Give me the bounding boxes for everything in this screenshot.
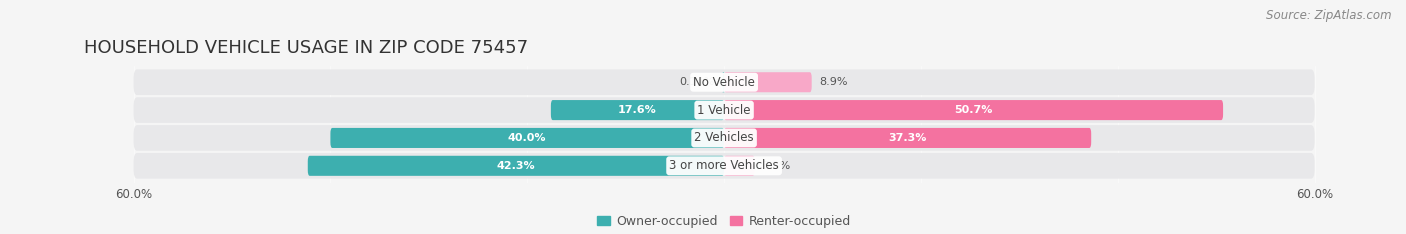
Text: 42.3%: 42.3% (496, 161, 536, 171)
Text: 3 or more Vehicles: 3 or more Vehicles (669, 159, 779, 172)
FancyBboxPatch shape (308, 156, 724, 176)
FancyBboxPatch shape (724, 128, 1091, 148)
Text: 37.3%: 37.3% (889, 133, 927, 143)
Text: 3.1%: 3.1% (762, 161, 790, 171)
Text: 0.14%: 0.14% (679, 77, 714, 87)
FancyBboxPatch shape (551, 100, 724, 120)
FancyBboxPatch shape (134, 125, 1315, 151)
Text: 17.6%: 17.6% (619, 105, 657, 115)
FancyBboxPatch shape (724, 100, 1223, 120)
FancyBboxPatch shape (330, 128, 724, 148)
Text: 2 Vehicles: 2 Vehicles (695, 132, 754, 144)
Text: 8.9%: 8.9% (820, 77, 848, 87)
FancyBboxPatch shape (724, 72, 811, 92)
Text: 50.7%: 50.7% (955, 105, 993, 115)
FancyBboxPatch shape (134, 97, 1315, 123)
Text: Source: ZipAtlas.com: Source: ZipAtlas.com (1267, 9, 1392, 22)
FancyBboxPatch shape (134, 69, 1315, 95)
Text: 40.0%: 40.0% (508, 133, 547, 143)
FancyBboxPatch shape (724, 156, 755, 176)
Text: No Vehicle: No Vehicle (693, 76, 755, 89)
Text: HOUSEHOLD VEHICLE USAGE IN ZIP CODE 75457: HOUSEHOLD VEHICLE USAGE IN ZIP CODE 7545… (84, 39, 529, 57)
Text: 1 Vehicle: 1 Vehicle (697, 104, 751, 117)
FancyBboxPatch shape (134, 153, 1315, 179)
Legend: Owner-occupied, Renter-occupied: Owner-occupied, Renter-occupied (592, 210, 856, 233)
FancyBboxPatch shape (723, 72, 724, 92)
